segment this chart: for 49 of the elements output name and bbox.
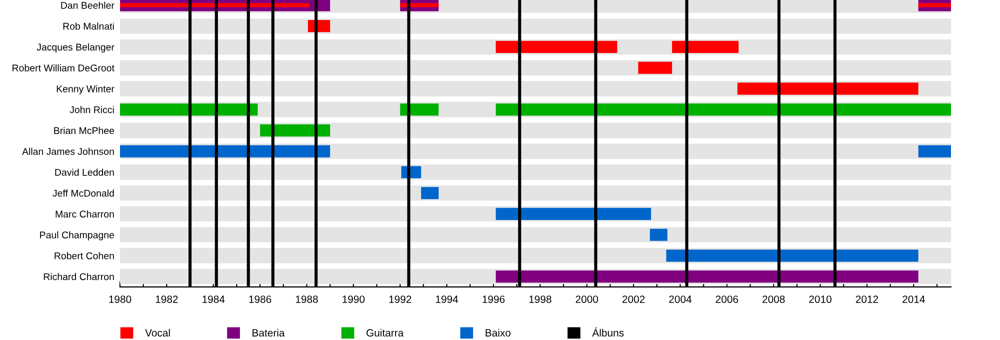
y-tick-label: Marc Charron bbox=[56, 210, 114, 218]
x-tick-label: 2004 bbox=[669, 296, 692, 303]
legend-label: Vocal bbox=[145, 328, 170, 337]
x-tick-label: 2014 bbox=[902, 296, 925, 303]
x-tick-label: 2008 bbox=[762, 296, 785, 303]
x-tick-label: 1998 bbox=[529, 296, 552, 303]
y-tick-label: Paul Champagne bbox=[40, 231, 114, 240]
x-tick-label: 1996 bbox=[482, 296, 505, 303]
y-tick-label: Kenny Winter bbox=[56, 85, 114, 94]
y-tick-label: Robert William DeGroot bbox=[12, 64, 114, 72]
x-tick-label: 2000 bbox=[576, 296, 598, 303]
bar bbox=[737, 82, 918, 95]
y-tick-label: Jeff McDonald bbox=[52, 190, 114, 197]
x-tick-label: 1988 bbox=[296, 296, 318, 303]
bar bbox=[638, 62, 672, 74]
bar bbox=[120, 145, 330, 158]
bar bbox=[918, 145, 951, 158]
bar bbox=[496, 40, 618, 54]
x-tick-label: 2010 bbox=[809, 296, 832, 303]
legend-label: Guitarra bbox=[366, 328, 404, 337]
bar bbox=[421, 186, 439, 200]
y-tick-label: Robert Cohen bbox=[54, 252, 114, 260]
y-tick-label: Richard Charron bbox=[44, 273, 114, 280]
bar bbox=[260, 124, 330, 136]
x-tick-label: 1990 bbox=[342, 296, 365, 303]
y-tick-label: Dan Beehler bbox=[61, 2, 114, 9]
bar bbox=[666, 250, 918, 262]
y-tick-label: Jacques Belanger bbox=[36, 43, 114, 52]
x-tick-label: 2002 bbox=[622, 296, 645, 303]
bar bbox=[650, 228, 668, 241]
y-tick-label: John Ricci bbox=[70, 106, 114, 114]
y-tick-label: Rob Malnati bbox=[63, 22, 114, 30]
x-tick-label: 1992 bbox=[389, 296, 412, 303]
x-tick-label: 1982 bbox=[156, 296, 178, 303]
x-tick-label: 2006 bbox=[716, 296, 738, 303]
y-tick-label: Allan James Johnson bbox=[22, 148, 114, 155]
x-tick-label: 1984 bbox=[202, 296, 225, 303]
x-tick-label: 1994 bbox=[436, 296, 458, 303]
y-tick-label: Brian McPhee bbox=[54, 126, 114, 134]
y-tick-label: David Ledden bbox=[55, 168, 114, 176]
bar bbox=[918, 3, 951, 8]
legend-label: Bateria bbox=[252, 328, 285, 337]
x-tick-label: 1986 bbox=[249, 296, 272, 303]
legend-label: Baixo bbox=[486, 328, 511, 337]
x-tick-label: 2012 bbox=[856, 296, 878, 303]
x-tick-label: 1980 bbox=[109, 296, 132, 303]
legend-label: Álbuns bbox=[592, 327, 624, 337]
bar bbox=[120, 104, 258, 116]
bar bbox=[496, 208, 652, 220]
